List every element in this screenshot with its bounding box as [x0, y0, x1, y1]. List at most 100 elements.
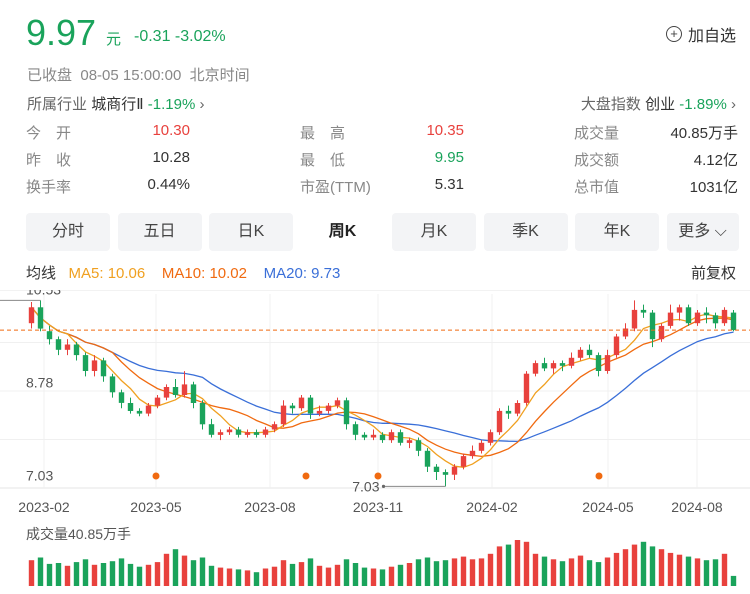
volume-bar — [343, 559, 350, 586]
volume-bar — [127, 563, 134, 586]
x-tick-label: 2023-05 — [130, 499, 182, 515]
volume-bar — [550, 559, 557, 586]
status-datetime: 08-05 15:00:00 — [80, 67, 182, 84]
volume-bar — [136, 566, 143, 586]
stat-value: 10.28 — [152, 149, 190, 166]
candle-body — [325, 405, 332, 411]
event-dot — [595, 472, 603, 480]
chevron-right-icon: › — [731, 96, 736, 113]
candle-body — [379, 434, 386, 441]
industry-link[interactable]: 所属行业 城商行Ⅱ -1.19% › — [27, 93, 204, 114]
market-name: 创业 — [645, 96, 676, 113]
stat-label: 总市值 — [574, 179, 620, 196]
adjust-mode-button[interactable]: 前复权 — [690, 265, 736, 282]
volume-bar — [64, 565, 71, 586]
volume-bar — [226, 568, 233, 586]
x-tick-label: 2023-11 — [353, 499, 404, 515]
y-tick-label: 8.78 — [26, 374, 53, 390]
stat-label: 换手率 — [26, 179, 72, 196]
volume-bar — [694, 558, 701, 586]
stat-value: 4.12亿 — [693, 152, 738, 169]
candle-body — [235, 429, 242, 435]
industry-name: 城商行Ⅱ — [91, 96, 144, 113]
candle-body — [217, 432, 224, 435]
candle-body — [613, 336, 620, 356]
candle-body — [550, 363, 557, 369]
volume-bar — [361, 567, 368, 586]
candle-body — [46, 331, 53, 340]
market-status: 已收盘 08-05 15:00:00 北京时间 — [27, 64, 250, 85]
tab-5[interactable]: 季K — [483, 213, 568, 251]
volume-bar — [388, 566, 395, 586]
candle-body — [163, 387, 170, 398]
candle-body — [640, 309, 647, 313]
volume-bar — [460, 556, 467, 586]
candle-body — [442, 472, 449, 475]
candle-body — [658, 325, 665, 340]
ma10-line — [31, 306, 734, 458]
volume-bar — [199, 557, 206, 586]
volume-bar — [559, 561, 566, 586]
event-dot — [374, 472, 382, 480]
candle-body — [100, 360, 107, 377]
market-index-link[interactable]: 大盘指数 创业 -1.89% › — [581, 93, 736, 114]
tab-6[interactable]: 年K — [575, 213, 659, 251]
volume-bar — [712, 559, 719, 586]
candle-body — [694, 312, 701, 324]
stat-value: 9.95 — [434, 149, 464, 166]
candle-body — [577, 349, 584, 358]
tab-3[interactable]: 周K — [300, 213, 385, 251]
ma20-value: MA20: 9.73 — [263, 265, 341, 282]
candle-body — [352, 424, 359, 435]
status-timezone: 北京时间 — [189, 67, 250, 84]
candle-body — [595, 355, 602, 371]
market-percent: -1.89% — [679, 96, 727, 113]
x-tick-label: 2024-08 — [671, 499, 723, 515]
stat-label: 成交额 — [574, 152, 620, 169]
volume-bar — [586, 560, 593, 586]
candle-body — [685, 307, 692, 324]
volume-bar — [631, 544, 638, 586]
volume-bar — [451, 558, 458, 586]
volume-bar — [478, 558, 485, 586]
candle-body — [622, 328, 629, 337]
volume-bar — [145, 564, 152, 586]
candle-body — [136, 410, 143, 414]
stat-label: 今 开 — [26, 125, 72, 142]
volume-bar — [118, 558, 125, 586]
ma-legend-title: 均线 — [26, 265, 57, 282]
candle-body — [487, 432, 494, 443]
volume-bar — [505, 544, 512, 586]
candle-body — [496, 410, 503, 433]
volume-bar — [379, 569, 386, 586]
volume-bar — [37, 557, 44, 586]
add-watchlist-button[interactable]: + 加自选 — [665, 22, 736, 46]
candle-body — [460, 456, 467, 467]
volume-bar — [82, 559, 89, 586]
tab-2[interactable]: 日K — [209, 213, 293, 251]
candle-body — [388, 432, 395, 441]
tab-4[interactable]: 月K — [392, 213, 476, 251]
candle-body — [154, 397, 161, 406]
candle-body — [424, 450, 431, 467]
price-unit: 元 — [106, 31, 122, 48]
tab-7[interactable]: 更多 ⌵ — [666, 213, 739, 251]
candle-body — [514, 403, 521, 414]
volume-bar — [514, 540, 521, 586]
tab-0[interactable]: 分时 — [26, 213, 110, 251]
add-watchlist-label: 加自选 — [687, 28, 736, 45]
candle-body — [118, 392, 125, 403]
x-tick-label: 2023-08 — [244, 499, 296, 515]
stat-value: 10.35 — [426, 122, 464, 139]
period-tabs: 分时 五日 日K 周K 月K 季K 年K 更多 ⌵ — [26, 213, 739, 253]
candle-body — [199, 403, 206, 425]
low-marker-dot — [381, 484, 386, 489]
market-label: 大盘指数 — [580, 96, 641, 113]
event-dot — [152, 472, 160, 480]
candle-body — [64, 344, 71, 350]
stat-value: 0.44% — [147, 176, 190, 193]
candle-body — [91, 360, 98, 371]
weekly-kline-chart[interactable]: 2023-02 2023-05 2023-08 2023-11 2024-02 2024-… — [0, 290, 750, 594]
stat-label: 成交量 — [574, 125, 620, 142]
tab-1[interactable]: 五日 — [117, 213, 202, 251]
